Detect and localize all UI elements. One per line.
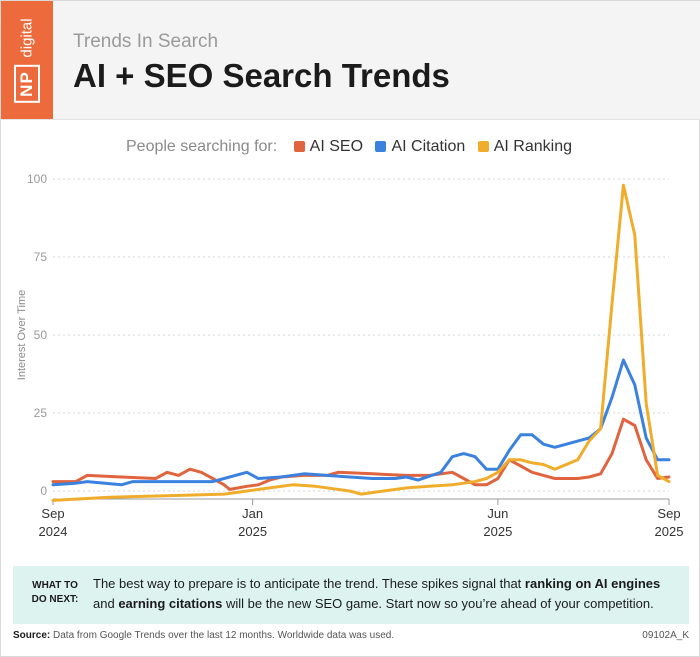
note-text-part-2: and [93,596,119,611]
legend-swatch-ai-ranking [477,141,489,152]
footer: Source: Data from Google Trends over the… [13,630,689,641]
logo-np-text: NP [14,65,40,103]
x-tick-label-month: Jun [487,506,508,521]
note-text-part-3: will be the new SEO game. Start now so y… [222,596,654,611]
x-tick-label-month: Sep [657,506,680,521]
page-title: AI + SEO Search Trends [73,57,450,94]
legend-swatch-ai-citation [375,141,387,152]
source-note: Source: Data from Google Trends over the… [13,630,394,641]
page-subtitle: Trends In Search [73,31,219,52]
note-bold-citations: earning citations [118,596,223,611]
note-label: WHAT TO DO NEXT: [31,580,79,605]
legend-label-ai-seo: AI SEO [309,138,364,155]
chart-legend: People searching for: AI SEO AI Citation… [1,138,700,156]
series-line-ai-citation [51,358,671,487]
note-text-part-1: The best way to prepare is to anticipate… [93,576,525,591]
note-bold-ranking: ranking on AI engines [524,576,661,591]
note-text: The best way to prepare is to anticipate… [93,574,683,614]
y-axis-label: Interest Over Time [16,290,28,380]
logo-digital-text: digital [18,18,36,58]
x-tick-label-year: 2025 [238,524,267,539]
y-tick-label: 50 [34,328,48,342]
legend-lead-text: People searching for: [126,138,278,155]
header: NP digital Trends In Search AI + SEO Sea… [1,1,700,120]
what-to-do-next-box: WHAT TO DO NEXT: The best way to prepare… [13,566,689,624]
legend-swatch-ai-seo [293,141,305,152]
source-text: Data from Google Trends over the last 12… [50,630,395,641]
chart-code: 09102A_K [642,630,689,641]
y-tick-label: 75 [34,250,48,264]
legend-item-ai-ranking: AI Ranking [477,138,572,156]
series-line-ai-seo [51,417,671,491]
x-tick-label-month: Sep [41,506,64,521]
legend-label-ai-ranking: AI Ranking [493,138,572,155]
legend-label-ai-citation: AI Citation [391,138,466,155]
x-tick-label-year: 2024 [39,524,68,539]
x-tick-label-year: 2025 [483,524,512,539]
y-tick-label: 100 [27,172,47,186]
legend-item-ai-citation: AI Citation [375,138,465,156]
y-tick-label: 25 [34,406,48,420]
legend-item-ai-seo: AI SEO [293,138,364,156]
x-tick-label-year: 2025 [655,524,684,539]
line-chart: 0 25 50 75 100 Interest Over Time Sep 2024 Jan 20… [16,172,684,539]
series-line-ai-ranking [51,183,671,502]
x-tick-label-month: Jan [242,506,263,521]
y-tick-label: 0 [40,484,47,498]
source-label: Source: [13,630,51,641]
np-digital-logo: NP digital [1,1,53,119]
